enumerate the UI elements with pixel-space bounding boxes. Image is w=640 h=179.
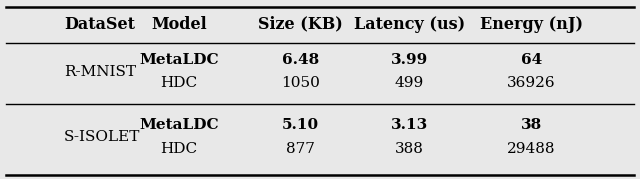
Text: MetaLDC: MetaLDC bbox=[140, 118, 219, 132]
Text: 877: 877 bbox=[286, 142, 316, 156]
Text: 36926: 36926 bbox=[507, 76, 556, 90]
Text: 29488: 29488 bbox=[507, 142, 556, 156]
Text: S-ISOLET: S-ISOLET bbox=[64, 130, 140, 144]
Text: Size (KB): Size (KB) bbox=[259, 16, 343, 33]
Text: MetaLDC: MetaLDC bbox=[140, 53, 219, 67]
Text: 6.48: 6.48 bbox=[282, 53, 319, 67]
Text: HDC: HDC bbox=[161, 142, 198, 156]
Text: Latency (us): Latency (us) bbox=[354, 16, 465, 33]
Text: Energy (nJ): Energy (nJ) bbox=[480, 16, 582, 33]
Text: 5.10: 5.10 bbox=[282, 118, 319, 132]
Text: HDC: HDC bbox=[161, 76, 198, 90]
Text: 3.13: 3.13 bbox=[391, 118, 428, 132]
Text: 499: 499 bbox=[395, 76, 424, 90]
Text: 388: 388 bbox=[395, 142, 424, 156]
Text: 38: 38 bbox=[520, 118, 542, 132]
Text: Model: Model bbox=[152, 16, 207, 33]
Text: 3.99: 3.99 bbox=[391, 53, 428, 67]
Text: 1050: 1050 bbox=[282, 76, 320, 90]
Text: DataSet: DataSet bbox=[64, 16, 135, 33]
Text: R-MNIST: R-MNIST bbox=[64, 65, 136, 79]
Text: 64: 64 bbox=[520, 53, 542, 67]
